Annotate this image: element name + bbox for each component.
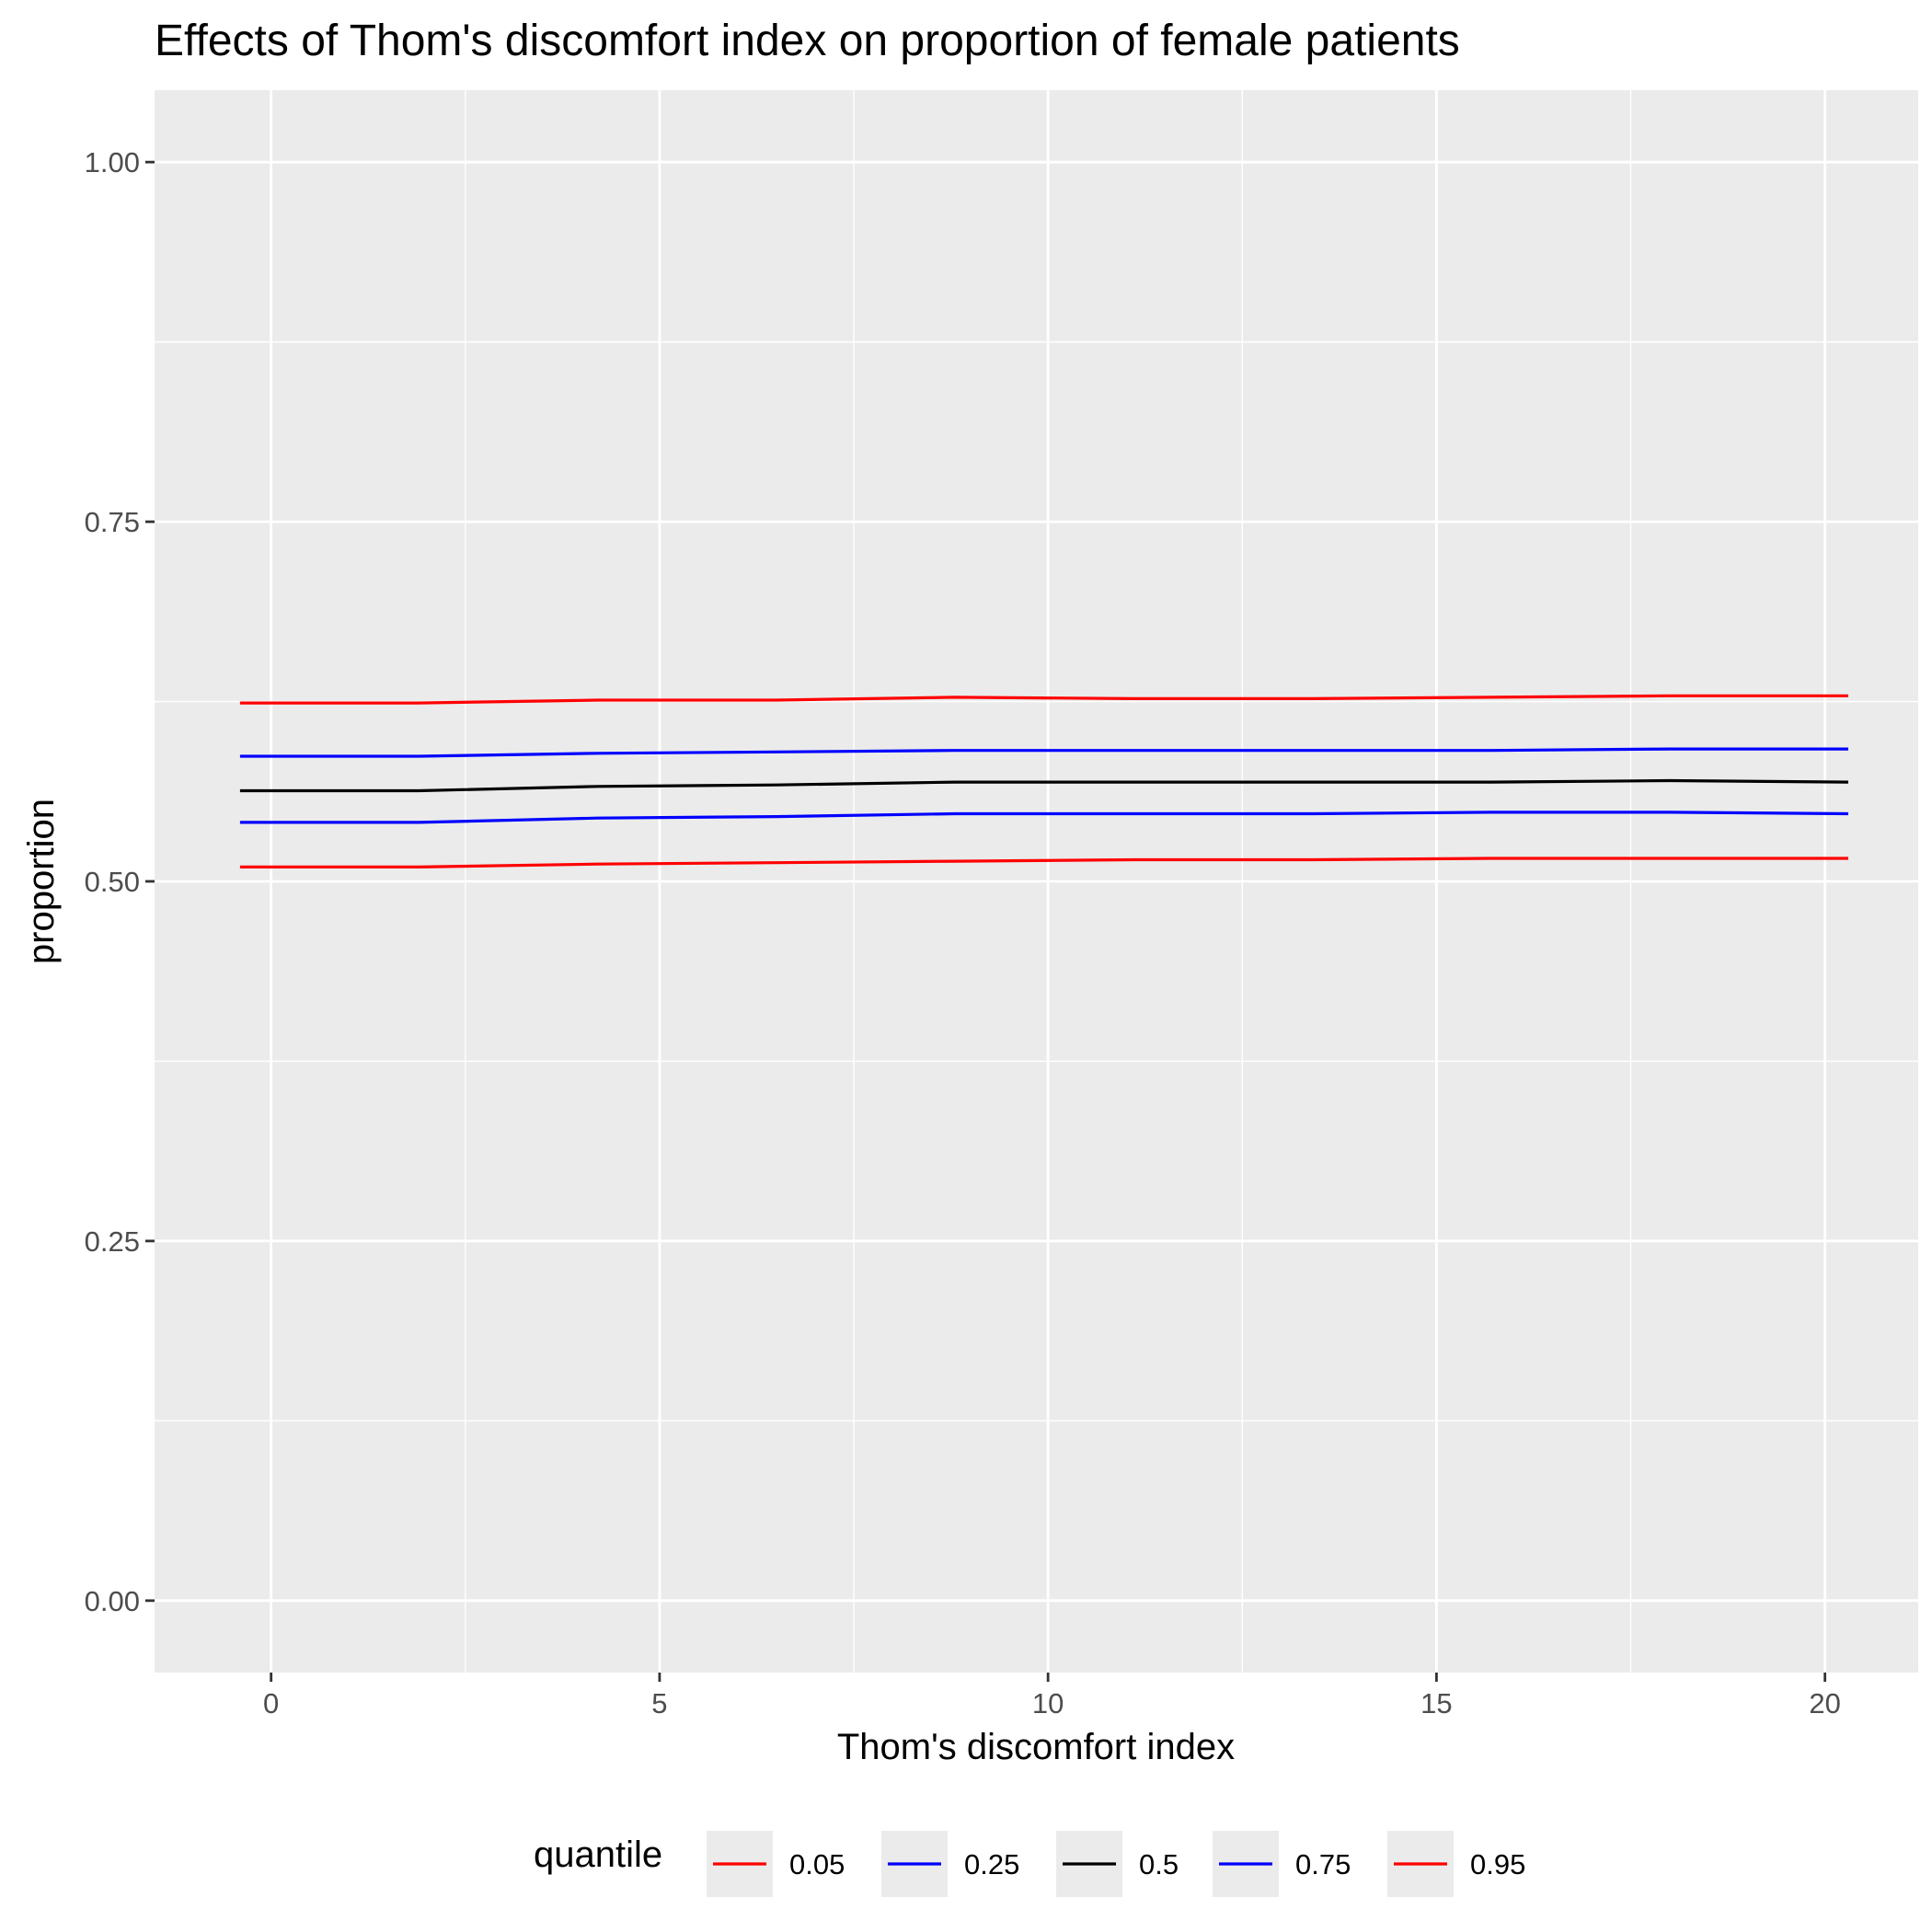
y-tick-label: 0.50 <box>85 866 140 898</box>
series-line-0.5 <box>239 778 1849 793</box>
legend-label-0.05: 0.05 <box>789 1848 845 1880</box>
y-tick-label: 0.00 <box>85 1585 140 1617</box>
legend-label-0.75: 0.75 <box>1295 1848 1351 1880</box>
series-line-0.95 <box>239 694 1848 705</box>
series-line-0.75 <box>239 747 1848 758</box>
x-tick-label: 0 <box>263 1687 279 1719</box>
x-tick-label: 5 <box>651 1687 667 1719</box>
series-line-0.25 <box>239 811 1849 824</box>
series-lines <box>239 694 1849 869</box>
legend-title: quantile <box>534 1834 662 1875</box>
y-axis-title: proportion <box>21 799 62 964</box>
y-tick-label: 0.25 <box>85 1225 140 1258</box>
y-tick-label: 0.75 <box>85 506 140 538</box>
legend: quantile 0.05 0.25 0.5 0.75 0.95 <box>534 1831 1525 1897</box>
y-tick-labels: 0.00 0.25 0.50 0.75 1.00 <box>85 146 140 1617</box>
series-line-0.05 <box>239 857 1848 869</box>
x-tick-label: 15 <box>1420 1687 1452 1719</box>
x-tick-label: 20 <box>1809 1687 1840 1719</box>
x-tick-labels: 0 5 10 15 20 <box>263 1687 1841 1719</box>
major-gridlines <box>155 90 1918 1673</box>
x-axis-title: Thom's discomfort index <box>837 1727 1235 1767</box>
legend-label-0.5: 0.5 <box>1139 1848 1179 1880</box>
chart-title: Effects of Thom's discomfort index on pr… <box>155 17 1460 65</box>
y-tick-label: 1.00 <box>85 146 140 178</box>
legend-label-0.25: 0.25 <box>964 1848 1019 1880</box>
axis-ticks <box>145 160 1827 1682</box>
legend-label-0.95: 0.95 <box>1470 1848 1525 1880</box>
x-tick-label: 10 <box>1032 1687 1064 1719</box>
